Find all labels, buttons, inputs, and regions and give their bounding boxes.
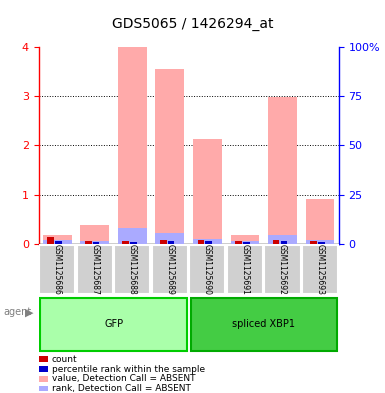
Bar	[168, 241, 174, 244]
Bar	[206, 241, 212, 244]
Bar	[131, 242, 137, 244]
Bar	[156, 69, 184, 244]
Text: GSM1125693: GSM1125693	[316, 244, 325, 295]
Bar	[306, 199, 335, 244]
Text: GSM1125691: GSM1125691	[241, 244, 249, 295]
FancyBboxPatch shape	[77, 245, 113, 294]
Bar	[318, 242, 325, 244]
FancyBboxPatch shape	[39, 245, 75, 294]
Bar	[281, 241, 287, 244]
FancyBboxPatch shape	[189, 245, 226, 294]
Bar	[43, 235, 72, 244]
Bar	[47, 237, 54, 244]
Text: GSM1125689: GSM1125689	[166, 244, 174, 295]
Text: GSM1125687: GSM1125687	[90, 244, 99, 295]
Bar	[85, 241, 92, 244]
Bar	[273, 240, 279, 244]
Bar	[306, 240, 335, 244]
Bar	[193, 139, 222, 244]
Text: rank, Detection Call = ABSENT: rank, Detection Call = ABSENT	[52, 384, 191, 393]
Bar	[235, 241, 242, 244]
Bar	[122, 241, 129, 244]
FancyBboxPatch shape	[114, 245, 151, 294]
Bar	[80, 225, 109, 244]
Text: agent: agent	[4, 307, 32, 318]
Text: GSM1125692: GSM1125692	[278, 244, 287, 295]
FancyBboxPatch shape	[40, 298, 187, 351]
Text: value, Detection Call = ABSENT: value, Detection Call = ABSENT	[52, 375, 196, 383]
Bar	[93, 242, 99, 244]
Bar	[55, 241, 62, 244]
Bar	[80, 241, 109, 244]
Text: ▶: ▶	[25, 307, 33, 318]
Text: GSM1125686: GSM1125686	[53, 244, 62, 295]
Bar	[193, 239, 222, 244]
Text: count: count	[52, 355, 78, 364]
FancyBboxPatch shape	[264, 245, 301, 294]
FancyBboxPatch shape	[302, 245, 338, 294]
Bar	[43, 240, 72, 244]
Bar	[231, 241, 259, 244]
Bar	[268, 97, 297, 244]
Text: GDS5065 / 1426294_at: GDS5065 / 1426294_at	[112, 17, 273, 31]
Bar	[198, 240, 204, 244]
Bar	[156, 233, 184, 244]
Text: GFP: GFP	[104, 319, 123, 329]
Bar	[310, 241, 317, 244]
Text: GSM1125690: GSM1125690	[203, 244, 212, 295]
Text: GSM1125688: GSM1125688	[128, 244, 137, 295]
Bar	[118, 228, 147, 244]
Text: spliced XBP1: spliced XBP1	[232, 319, 295, 329]
Bar	[243, 242, 249, 244]
FancyBboxPatch shape	[227, 245, 263, 294]
Bar	[118, 47, 147, 244]
Bar	[160, 240, 167, 244]
FancyBboxPatch shape	[152, 245, 188, 294]
FancyBboxPatch shape	[191, 298, 337, 351]
Text: percentile rank within the sample: percentile rank within the sample	[52, 365, 205, 373]
Bar	[231, 235, 259, 244]
Bar	[268, 235, 297, 244]
